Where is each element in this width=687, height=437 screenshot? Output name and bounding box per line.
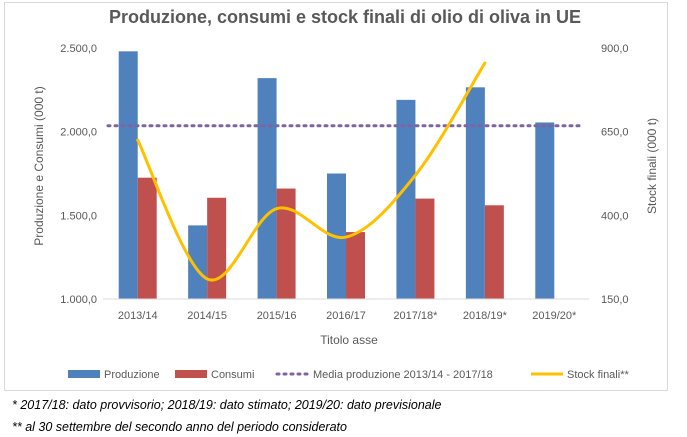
lines-layer (106, 61, 586, 282)
bar-consumi-0 (137, 177, 157, 299)
y-axis-title: Produzione e Consumi (000 t) (32, 86, 46, 245)
legend: Produzione Consumi Media produzione 2013/1… (68, 369, 629, 381)
y2-axis-title: Stock finali (000 t) (645, 118, 659, 214)
y-tick-label: 2.000,0 (60, 127, 97, 139)
x-tick-label: 2014/15 (187, 310, 227, 322)
bar-produzione-0 (118, 51, 138, 300)
bar-produzione-2 (257, 78, 277, 300)
chart-frame: Produzione, consumi e stock finali di ol… (4, 2, 668, 391)
y2-tick-label: 900,0 (601, 43, 629, 55)
bar-consumi-4 (415, 198, 435, 299)
legend-swatch-produzione (68, 370, 100, 378)
legend-label-consumi: Consumi (211, 369, 254, 381)
y2-tick-label: 650,0 (601, 127, 629, 139)
y-tick-label: 2.500,0 (60, 43, 97, 55)
bar-produzione-6 (535, 122, 555, 299)
bar-produzione-1 (188, 225, 208, 299)
legend-label-media-produzione-2013-14-2017-18: Media produzione 2013/14 - 2017/18 (313, 369, 493, 381)
bar-consumi-5 (484, 205, 504, 299)
footnote-2: ** al 30 settembre del secondo anno del … (12, 420, 347, 434)
line-stock-finali- (136, 61, 487, 282)
bar-produzione-4 (396, 99, 416, 299)
x-tick-label: 2013/14 (118, 310, 158, 322)
x-tick-label: 2016/17 (326, 310, 366, 322)
footnote-1: * 2017/18: dato provvisorio; 2018/19: da… (12, 398, 442, 412)
legend-label-stock-finali-: Stock finali** (567, 369, 629, 381)
x-axis-title: Titolo asse (320, 333, 378, 347)
y-tick-label: 1.500,0 (60, 210, 97, 222)
legend-label-produzione: Produzione (104, 369, 160, 381)
bar-consumi-3 (346, 232, 365, 299)
bars-layer (118, 51, 555, 300)
x-tick-label: 2018/19* (463, 310, 508, 322)
x-tick-label: 2015/16 (257, 310, 297, 322)
y2-tick-label: 150,0 (601, 294, 629, 306)
legend-swatch-consumi (175, 370, 207, 378)
bar-produzione-5 (465, 87, 485, 299)
y-tick-label: 1.000,0 (60, 294, 97, 306)
chart-title: Produzione, consumi e stock finali di ol… (109, 7, 581, 27)
axes-layer: 1.000,0 1.500,0 2.000,0 2.500,0 150,0 400,0 65… (60, 43, 628, 322)
y2-tick-label: 400,0 (601, 210, 629, 222)
x-tick-label: 2019/20* (532, 310, 577, 322)
bar-consumi-1 (207, 197, 227, 299)
chart: Produzione, consumi e stock finali di ol… (32, 7, 659, 381)
x-tick-label: 2017/18* (393, 310, 438, 322)
bar-consumi-2 (276, 188, 296, 299)
